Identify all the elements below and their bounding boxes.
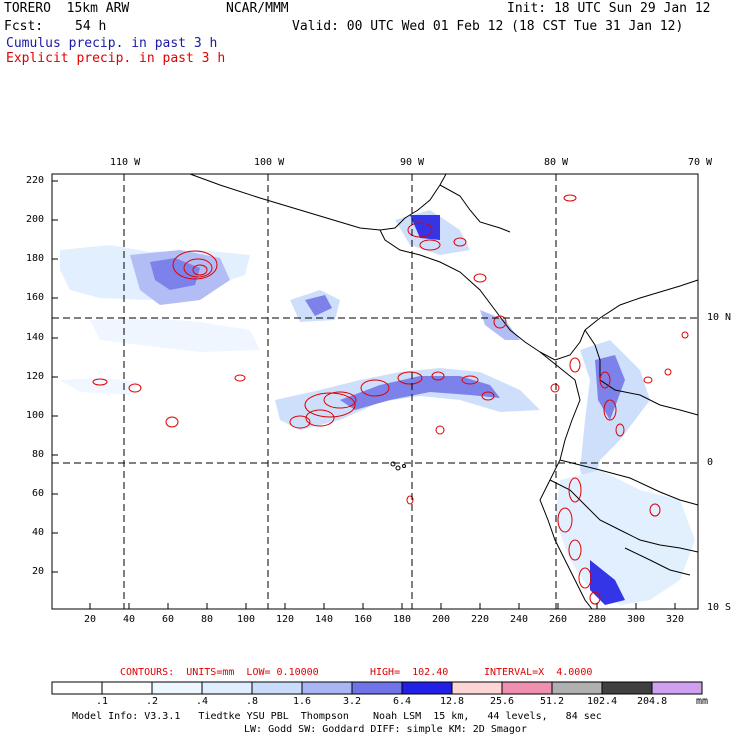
colorbar-swatch (251, 681, 303, 695)
colorbar-swatch (101, 681, 153, 695)
colorbar-label: 6.4 (393, 696, 412, 707)
x-label: 220 (471, 614, 490, 625)
colorbar-unit: mm (696, 696, 709, 707)
colorbar-label: .2 (146, 696, 159, 707)
x-label: 140 (315, 614, 334, 625)
lat-lon-grid (52, 174, 698, 609)
colorbar-swatch (51, 681, 103, 695)
coastlines (189, 173, 699, 610)
lon-label-110w: 110 W (110, 157, 141, 168)
colorbar-swatch (451, 681, 503, 695)
colorbar-label: 3.2 (343, 696, 362, 707)
colorbar-label: .8 (246, 696, 259, 707)
x-label: 80 (201, 614, 214, 625)
init-time: Init: 18 UTC Sun 29 Jan 12 (507, 1, 711, 16)
y-label: 200 (26, 214, 45, 225)
x-label: 160 (354, 614, 373, 625)
cumulus-precip-label: Cumulus precip. in past 3 h (6, 36, 218, 51)
colorbar-swatch (401, 681, 453, 695)
valid-time: Valid: 00 UTC Wed 01 Feb 12 (18 CST Tue … (292, 19, 684, 34)
colorbar-label: 204.8 (637, 696, 668, 707)
x-label: 60 (162, 614, 175, 625)
colorbar-label: .1 (96, 696, 109, 707)
model-info: Model Info: V3.3.1 Tiedtke YSU PBL Thomp… (72, 711, 602, 722)
colorbar-label: 51.2 (540, 696, 565, 707)
explicit-precip-contours (92, 194, 689, 605)
lon-label-80w: 80 W (544, 157, 569, 168)
colorbar-label: 12.8 (440, 696, 465, 707)
lon-label-90w: 90 W (400, 157, 425, 168)
colorbar-swatch (601, 681, 653, 695)
model-title: TORERO 15km ARW (4, 1, 130, 16)
cumulus-precip-shading (60, 210, 695, 605)
x-label: 260 (549, 614, 568, 625)
axis-ticks (52, 180, 676, 609)
forecast-hour: 54 h (75, 19, 107, 34)
map-frame (51, 173, 699, 610)
y-label: 220 (26, 175, 45, 186)
lon-label-70w: 70 W (688, 157, 713, 168)
contour-units: CONTOURS: UNITS=mm LOW= 0.10000 (120, 667, 319, 678)
explicit-precip-label: Explicit precip. in past 3 h (6, 51, 226, 66)
colorbar-label: .4 (196, 696, 209, 707)
y-label: 100 (26, 410, 45, 421)
y-label: 60 (32, 488, 45, 499)
lat-label-10n: 10 N (707, 312, 732, 323)
x-label: 40 (123, 614, 136, 625)
y-label: 80 (32, 449, 45, 460)
colorbar-label: 102.4 (587, 696, 618, 707)
y-label: 140 (26, 332, 45, 343)
y-label: 180 (26, 253, 45, 264)
colorbar-swatch (651, 681, 703, 695)
forecast-label: Fcst: (4, 19, 44, 34)
lat-label-10s: 10 S (707, 602, 732, 613)
x-label: 120 (276, 614, 295, 625)
colorbar-swatch (201, 681, 253, 695)
x-label: 20 (84, 614, 97, 625)
colorbar-swatch (151, 681, 203, 695)
x-label: 100 (237, 614, 256, 625)
y-label: 40 (32, 527, 45, 538)
organization: NCAR/MMM (226, 1, 289, 16)
colorbar-swatch (301, 681, 353, 695)
colorbar-label: 1.6 (293, 696, 312, 707)
y-label: 20 (32, 566, 45, 577)
y-label: 120 (26, 371, 45, 382)
colorbar-swatch (501, 681, 553, 695)
y-label: 160 (26, 292, 45, 303)
lat-label-0: 0 (707, 457, 714, 468)
x-label: 240 (510, 614, 529, 625)
contour-high: HIGH= 102.40 (370, 667, 449, 678)
x-label: 280 (588, 614, 607, 625)
x-label: 320 (666, 614, 685, 625)
x-label: 200 (432, 614, 451, 625)
lon-label-100w: 100 W (254, 157, 285, 168)
colorbar-label: 25.6 (490, 696, 515, 707)
colorbar-swatch (551, 681, 603, 695)
physics-info: LW: Godd SW: Goddard DIFF: simple KM: 2D… (244, 724, 527, 735)
x-label: 180 (393, 614, 412, 625)
colorbar-swatch (351, 681, 403, 695)
contour-interval: INTERVAL=X 4.0000 (484, 667, 593, 678)
x-label: 300 (627, 614, 646, 625)
